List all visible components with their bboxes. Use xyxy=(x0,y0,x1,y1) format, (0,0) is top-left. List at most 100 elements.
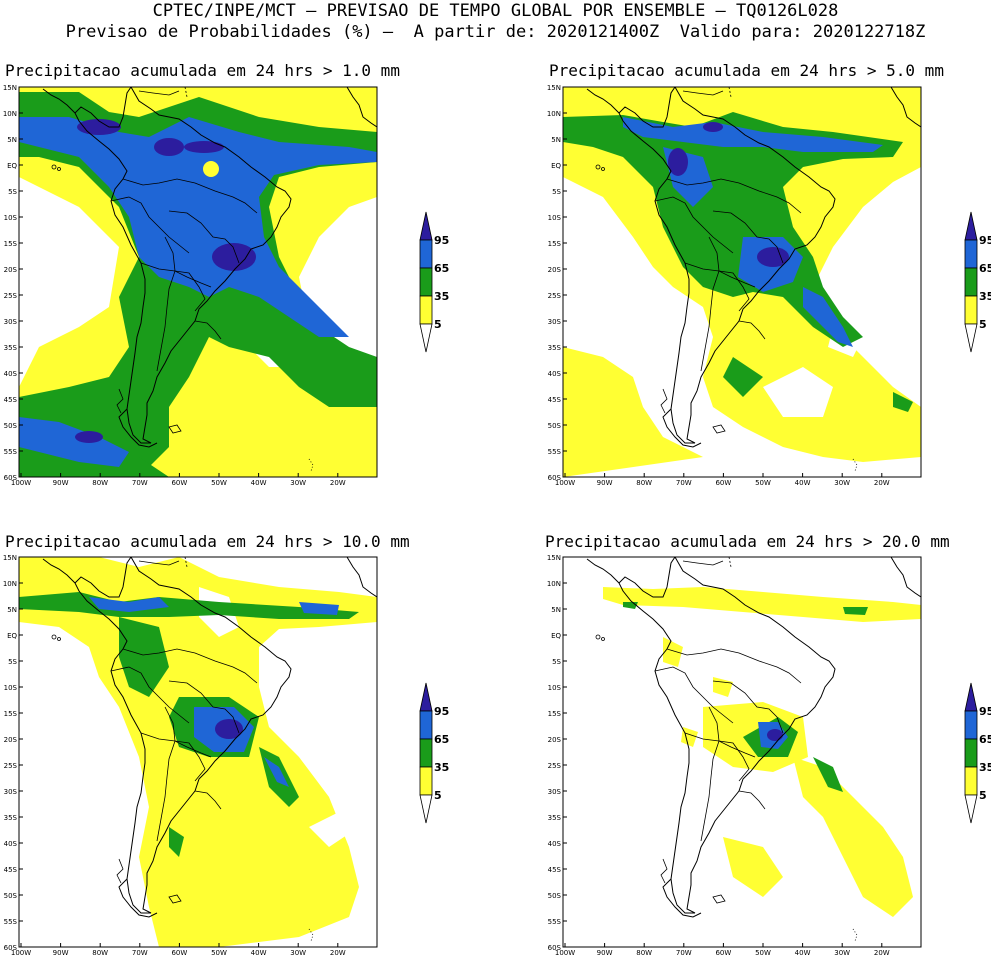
panel-1-map: 100W 90W 80W 70W 60W 50W 40W 30W 20W 15N 10N 5N EQ 5S… xyxy=(3,84,378,487)
colorbar-top-arrow xyxy=(964,211,978,241)
colorbar-label: 95 xyxy=(979,234,991,247)
colorbar-label: 5 xyxy=(979,789,987,802)
colorbar-segment-5 xyxy=(964,766,978,796)
colorbar-label: 95 xyxy=(434,705,449,718)
lat-tick-label: 30S xyxy=(548,788,562,796)
lat-tick-label: 25S xyxy=(4,762,18,770)
lat-tick-label: 20S xyxy=(4,736,18,744)
colorbar-1: 95 65 35 5 xyxy=(419,211,449,353)
lon-tick-label: 60W xyxy=(715,949,731,957)
lon-tick-label: 60W xyxy=(171,949,187,957)
lat-tick-label: 45S xyxy=(548,866,562,874)
colorbar-4: 95 65 35 5 xyxy=(964,682,991,824)
lon-tick-label: 90W xyxy=(53,949,69,957)
colorbar-top-arrow xyxy=(419,682,433,712)
colorbar-label: 65 xyxy=(434,733,449,746)
lat-tick-label: 30S xyxy=(4,788,18,796)
colorbar-bottom-arrow xyxy=(964,794,978,824)
lat-tick-label: 55S xyxy=(548,918,562,926)
lat-tick-label: EQ xyxy=(7,162,17,170)
colorbar-label: 5 xyxy=(434,789,442,802)
panel-2-map: 100W 90W 80W 70W 60W 50W 40W 30W 20W 15N 10N 5N EQ 5S… xyxy=(547,84,922,487)
panel-2-title: Precipitacao acumulada em 24 hrs > 5.0 m… xyxy=(549,61,944,80)
colorbar-segment-65 xyxy=(419,710,433,740)
panel-3-ticks: 100W 90W 80W 70W 60W 50W 40W 30W 20W 15N 10N 5N EQ 5S… xyxy=(3,554,346,957)
lon-tick-label: 90W xyxy=(597,949,613,957)
lon-tick-label: 90W xyxy=(53,479,69,487)
lat-tick-label: 10S xyxy=(4,214,18,222)
lat-tick-label: 15N xyxy=(547,554,561,562)
colorbar-label: 65 xyxy=(979,262,991,275)
colorbar-segment-5 xyxy=(964,295,978,325)
lon-tick-label: 30W xyxy=(834,479,850,487)
lon-tick-label: 40W xyxy=(795,949,811,957)
lat-tick-label: 50S xyxy=(4,892,18,900)
colorbar-segment-35 xyxy=(964,738,978,768)
lon-tick-label: 70W xyxy=(676,949,692,957)
lon-tick-label: 100W xyxy=(555,949,575,957)
lon-tick-label: 100W xyxy=(11,479,31,487)
lat-tick-label: 35S xyxy=(4,814,18,822)
colorbar-label: 35 xyxy=(434,761,449,774)
lat-tick-label: 5N xyxy=(7,136,17,144)
lon-tick-label: 50W xyxy=(755,949,771,957)
lat-tick-label: 45S xyxy=(4,866,18,874)
lon-tick-label: 80W xyxy=(92,479,108,487)
lat-tick-label: 5S xyxy=(8,658,17,666)
colorbar-label: 65 xyxy=(979,733,991,746)
colorbar-label: 35 xyxy=(434,290,449,303)
lon-tick-label: 40W xyxy=(251,479,267,487)
panel-4-map: 100W 90W 80W 70W 60W 50W 40W 30W 20W 15N 10N 5N EQ 5S… xyxy=(547,554,922,957)
panel-1-ticks: 100W 90W 80W 70W 60W 50W 40W 30W 20W 15N 10N 5N EQ 5S… xyxy=(3,84,346,487)
colorbar-bottom-arrow xyxy=(419,794,433,824)
lat-tick-label: 45S xyxy=(4,396,18,404)
lat-tick-label: 40S xyxy=(4,840,18,848)
lat-tick-label: 60S xyxy=(4,474,18,482)
lon-tick-label: 60W xyxy=(171,479,187,487)
lat-tick-label: 35S xyxy=(548,814,562,822)
colorbar-label: 5 xyxy=(434,318,442,331)
colorbar-top-arrow xyxy=(419,211,433,241)
lon-tick-label: 80W xyxy=(92,949,108,957)
lon-tick-label: 80W xyxy=(636,479,652,487)
colorbar-segment-65 xyxy=(964,710,978,740)
lat-tick-label: 60S xyxy=(548,474,562,482)
colorbar-bottom-arrow xyxy=(964,323,978,353)
colorbar-segment-35 xyxy=(419,267,433,297)
main-title: CPTEC/INPE/MCT – PREVISAO DE TEMPO GLOBA… xyxy=(152,1,839,21)
lon-tick-label: 100W xyxy=(11,949,31,957)
colorbar-label: 35 xyxy=(979,290,991,303)
lat-tick-label: 15N xyxy=(3,84,17,92)
lat-tick-label: 40S xyxy=(548,840,562,848)
lon-tick-label: 20W xyxy=(874,479,890,487)
lat-tick-label: 30S xyxy=(4,318,18,326)
panel-3-map: 100W 90W 80W 70W 60W 50W 40W 30W 20W 15N 10N 5N EQ 5S… xyxy=(3,554,378,957)
lat-tick-label: 20S xyxy=(548,736,562,744)
lat-tick-label: 15S xyxy=(548,240,562,248)
lat-tick-label: 5N xyxy=(551,606,561,614)
lat-tick-label: 55S xyxy=(4,918,18,926)
lat-tick-label: 50S xyxy=(548,422,562,430)
lat-tick-label: 25S xyxy=(548,762,562,770)
lat-tick-label: 10N xyxy=(3,580,17,588)
panel-1-title: Precipitacao acumulada em 24 hrs > 1.0 m… xyxy=(5,61,400,80)
colorbar-segment-35 xyxy=(419,738,433,768)
lon-tick-label: 90W xyxy=(597,479,613,487)
lat-tick-label: 30S xyxy=(548,318,562,326)
lat-tick-label: 5N xyxy=(7,606,17,614)
panel-2-ticks: 100W 90W 80W 70W 60W 50W 40W 30W 20W 15N 10N 5N EQ 5S… xyxy=(547,84,890,487)
lon-tick-label: 30W xyxy=(290,949,306,957)
colorbar-segment-65 xyxy=(419,239,433,269)
lat-tick-label: 10N xyxy=(547,580,561,588)
lon-tick-label: 40W xyxy=(251,949,267,957)
lat-tick-label: 40S xyxy=(548,370,562,378)
lat-tick-label: 60S xyxy=(4,944,18,952)
colorbar-segment-5 xyxy=(419,295,433,325)
lon-tick-label: 30W xyxy=(834,949,850,957)
lon-tick-label: 20W xyxy=(874,949,890,957)
lat-tick-label: 35S xyxy=(548,344,562,352)
colorbar-label: 65 xyxy=(434,262,449,275)
lat-tick-label: 5S xyxy=(552,658,561,666)
lon-tick-label: 20W xyxy=(330,479,346,487)
